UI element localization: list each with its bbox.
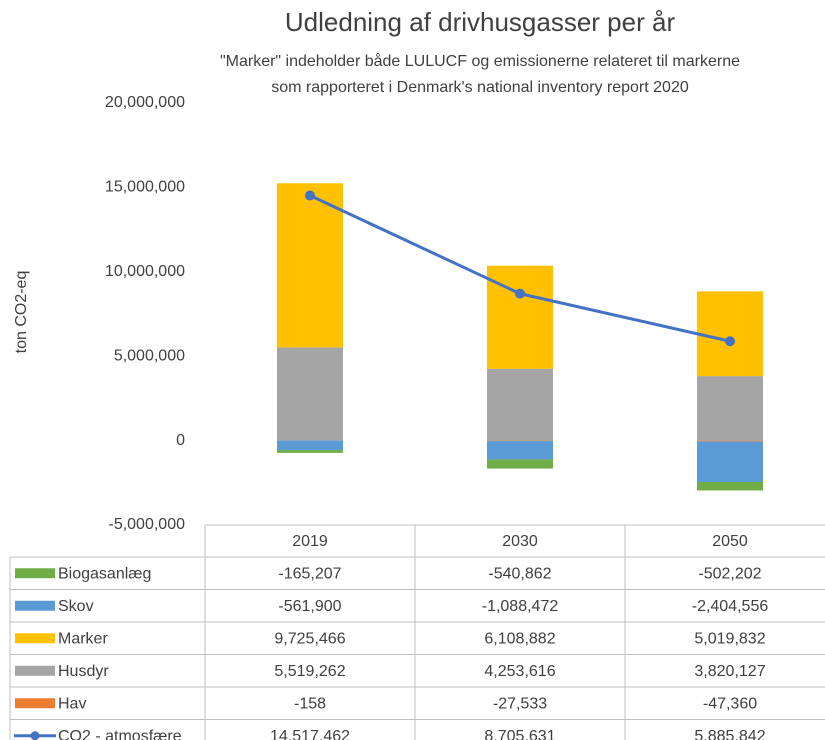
table-cell: 14,517,462 [270, 728, 350, 740]
bar-segment [277, 450, 343, 453]
table-cell: -1,088,472 [482, 598, 559, 615]
table-cell: -27,533 [493, 695, 547, 712]
bar-segment [487, 368, 553, 441]
table-cell: -165,207 [278, 565, 341, 582]
legend-key [15, 600, 55, 611]
y-tick-label: 20,000,000 [105, 94, 185, 111]
table-cell: 9,725,466 [274, 630, 345, 647]
y-tick-label: 10,000,000 [105, 263, 185, 280]
table-cell: -2,404,556 [692, 598, 769, 615]
bar-segment [697, 440, 763, 442]
bar-segment [697, 291, 763, 377]
line-marker [305, 190, 315, 201]
legend-key [30, 731, 40, 740]
bar-segment [277, 183, 343, 348]
table-cell: -502,202 [698, 565, 761, 582]
legend-key [15, 665, 55, 676]
legend-label: Biogasanlæg [58, 565, 151, 582]
chart-subtitle: som rapporteret i Denmark's national inv… [271, 79, 689, 96]
bar-segment [487, 441, 553, 460]
bar-segment [697, 441, 763, 482]
legend-label: CO2 - atmosfære [58, 728, 182, 740]
y-tick-label: -5,000,000 [108, 516, 185, 533]
y-axis-label: ton CO2-eq [13, 271, 30, 354]
table-cell: 5,885,842 [694, 728, 765, 740]
x-tick-label: 2050 [712, 533, 748, 550]
y-tick-label: 0 [176, 432, 185, 449]
table-cell: -158 [294, 695, 326, 712]
table-cell: 3,820,127 [694, 663, 765, 680]
legend-key [15, 698, 55, 709]
legend-label: Skov [58, 598, 94, 615]
legend-key [15, 633, 55, 644]
bar-segment [487, 265, 553, 369]
bar-segment [487, 459, 553, 469]
legend-key [15, 568, 55, 579]
legend-label: Husdyr [58, 663, 109, 680]
table-cell: -540,862 [488, 565, 551, 582]
line-marker [725, 336, 735, 347]
y-tick-label: 15,000,000 [105, 179, 185, 196]
table-cell: 5,019,832 [694, 630, 765, 647]
bar-segment [277, 440, 343, 451]
bar-segment [697, 481, 763, 491]
x-tick-label: 2030 [502, 533, 538, 550]
table-cell: 8,705,631 [484, 728, 555, 740]
legend-label: Hav [58, 695, 86, 712]
bar-segment [277, 347, 343, 441]
legend-label: Marker [58, 630, 108, 647]
chart-title: Udledning af drivhusgasser per år [285, 7, 676, 37]
table-cell: 6,108,882 [484, 630, 555, 647]
y-tick-label: 5,000,000 [114, 347, 185, 364]
chart-subtitle: "Marker" indeholder både LULUCF og emiss… [220, 52, 740, 70]
table-cell: -47,360 [703, 695, 757, 712]
table-cell: 4,253,616 [484, 663, 555, 680]
x-tick-label: 2019 [292, 533, 328, 550]
table-cell: -561,900 [278, 598, 341, 615]
table-cell: 5,519,262 [274, 663, 345, 680]
line-marker [515, 288, 525, 299]
bar-segment [697, 376, 763, 441]
